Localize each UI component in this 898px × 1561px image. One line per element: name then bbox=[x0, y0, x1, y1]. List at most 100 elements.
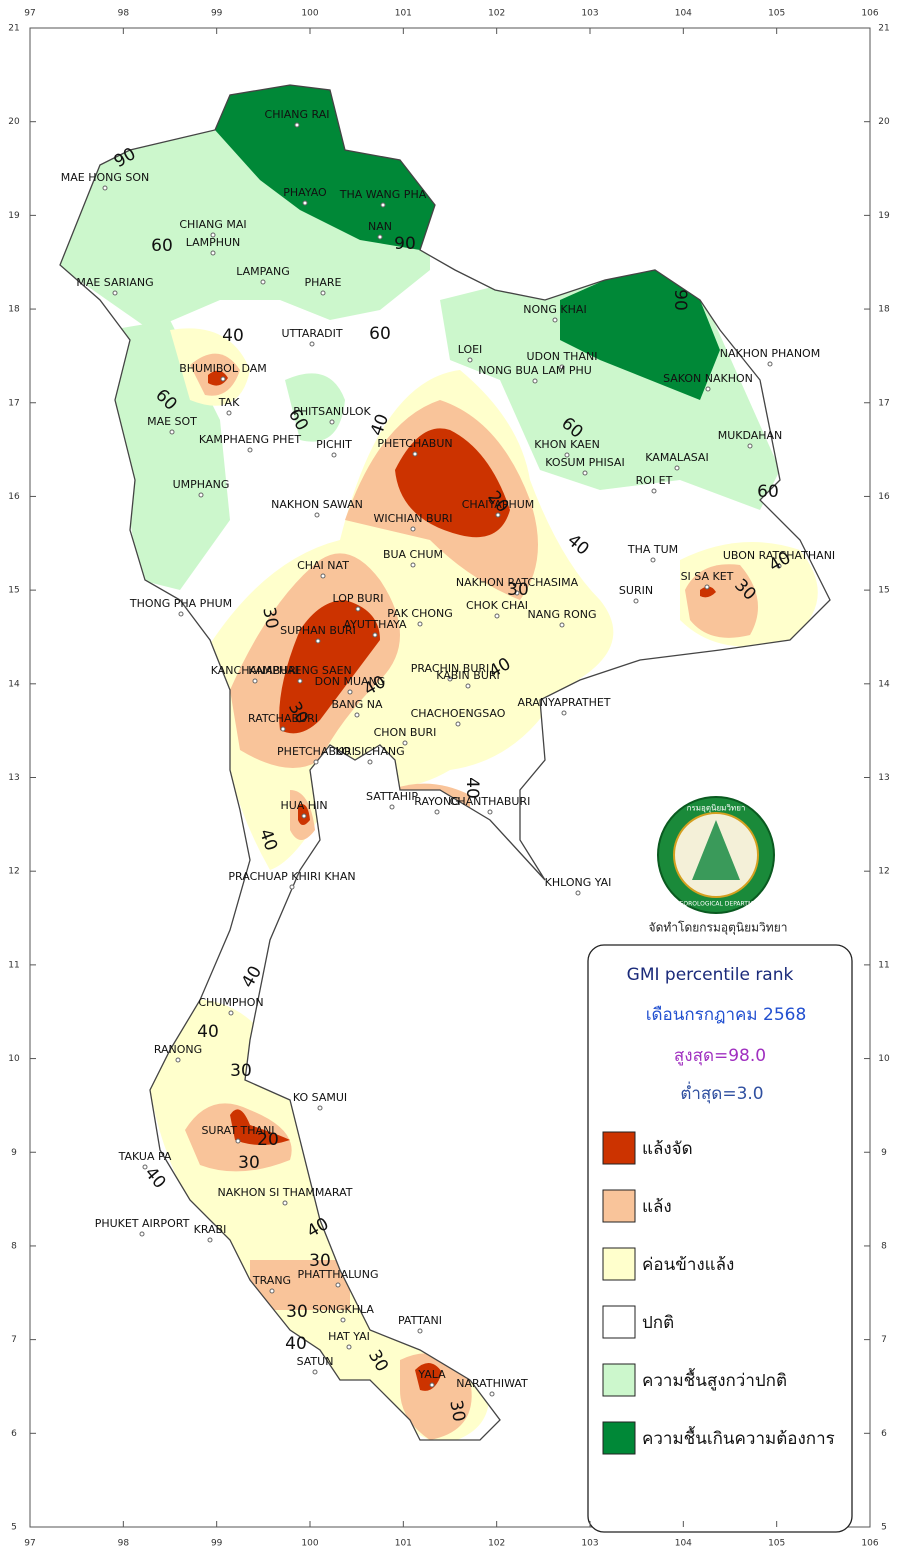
city-label: CHAI NAT bbox=[297, 559, 349, 572]
city-dot bbox=[297, 678, 303, 684]
y-tick-label: 10 bbox=[878, 1054, 890, 1064]
rank-area bbox=[279, 600, 380, 734]
city-label: PATTANI bbox=[398, 1314, 442, 1327]
legend-swatch bbox=[602, 1131, 636, 1165]
city-dot bbox=[269, 1288, 275, 1294]
y-tick-label: 5 bbox=[11, 1523, 17, 1533]
x-tick-label: 104 bbox=[675, 1539, 692, 1549]
city-dot bbox=[331, 452, 337, 458]
city-dot bbox=[582, 470, 588, 476]
contour-label: 60 bbox=[369, 324, 391, 344]
logo-top-text: กรมอุตุนิยมวิทยา bbox=[687, 804, 746, 813]
city-label: NAKHON SI THAMMARAT bbox=[218, 1186, 353, 1199]
y-tick-label: 17 bbox=[8, 398, 19, 408]
x-tick-label: 98 bbox=[118, 9, 130, 19]
city-label: HUA HIN bbox=[280, 799, 327, 812]
city-dot bbox=[417, 1328, 423, 1334]
city-dot bbox=[301, 813, 307, 819]
contour-label: 90 bbox=[670, 289, 690, 311]
city-dot bbox=[289, 884, 295, 890]
rank-area bbox=[560, 270, 720, 400]
city-dot bbox=[112, 290, 118, 296]
city-label: CHACHOENGSAO bbox=[411, 707, 506, 720]
legend-swatch bbox=[602, 1305, 636, 1339]
city-dot bbox=[102, 185, 108, 191]
legend-label: ความชื้นสูงกว่าปกติ bbox=[642, 1368, 787, 1391]
legend-label: ค่อนข้างแล้ง bbox=[642, 1255, 734, 1275]
y-tick-label: 19 bbox=[878, 211, 890, 221]
logo-figure bbox=[692, 820, 740, 880]
x-tick-label: 97 bbox=[24, 1539, 35, 1549]
city-dot bbox=[650, 557, 656, 563]
city-label: NAKHON PHANOM bbox=[720, 347, 820, 360]
y-tick-label: 15 bbox=[878, 586, 889, 596]
legend-min: ต่ำสุด=3.0 bbox=[680, 1081, 763, 1104]
city-dot bbox=[561, 710, 567, 716]
city-label: MAE HONG SON bbox=[61, 171, 150, 184]
city-label: NAKHON SAWAN bbox=[271, 498, 363, 511]
legend-period: เดือนกรกฎาคม 2568 bbox=[646, 1005, 807, 1025]
contour-label: 30 bbox=[507, 580, 529, 600]
city-dot bbox=[429, 1382, 435, 1388]
x-tick-label: 99 bbox=[211, 1539, 223, 1549]
city-label: KAMALASAI bbox=[645, 451, 708, 464]
city-label: LOP BURI bbox=[332, 592, 383, 605]
y-tick-label: 8 bbox=[11, 1241, 17, 1251]
x-tick-label: 105 bbox=[768, 9, 785, 19]
city-dot bbox=[294, 122, 300, 128]
city-dot bbox=[282, 1200, 288, 1206]
city-dot bbox=[313, 759, 319, 765]
city-dot bbox=[320, 573, 326, 579]
contour-label: 90 bbox=[394, 234, 416, 254]
city-label: CHANTHABURI bbox=[450, 795, 531, 808]
legend-box bbox=[587, 944, 853, 1533]
city-dot bbox=[377, 234, 383, 240]
city-dot bbox=[564, 452, 570, 458]
contour-label: 40 bbox=[285, 1334, 307, 1354]
contour-label: 30 bbox=[230, 1061, 252, 1081]
y-tick-label: 10 bbox=[8, 1054, 20, 1064]
city-label: CHIANG RAI bbox=[265, 108, 330, 121]
city-label: CHAIYAPHUM bbox=[462, 498, 535, 511]
legend-swatch bbox=[602, 1421, 636, 1455]
contour-label: 30 bbox=[445, 1399, 468, 1424]
y-tick-label: 7 bbox=[11, 1335, 17, 1345]
city-dot bbox=[674, 465, 680, 471]
city-label: AYUTTHAYA bbox=[343, 618, 406, 631]
city-label: NAKHON RATCHASIMA bbox=[456, 576, 579, 589]
y-tick-label: 11 bbox=[8, 960, 19, 970]
city-dot bbox=[767, 361, 773, 367]
city-dot bbox=[434, 809, 440, 815]
city-dot bbox=[260, 279, 266, 285]
city-label: KABIN BURI bbox=[436, 669, 500, 682]
city-dot bbox=[389, 804, 395, 810]
city-label: TAK bbox=[218, 396, 240, 409]
city-label: THA TUM bbox=[627, 543, 678, 556]
city-dot bbox=[346, 1344, 352, 1350]
credit: จัดทำโดยกรมอุตุนิยมวิทยา bbox=[649, 921, 788, 936]
city-dot bbox=[247, 447, 253, 453]
city-dot bbox=[210, 232, 216, 238]
rank-areas bbox=[60, 85, 818, 1440]
outline bbox=[59, 84, 831, 1441]
city-dot bbox=[776, 563, 782, 569]
city-dot bbox=[314, 512, 320, 518]
city-dot bbox=[455, 721, 461, 727]
city-label: UMPHANG bbox=[173, 478, 230, 491]
y-tick-label: 16 bbox=[878, 492, 890, 502]
city-label: ARANYAPRATHET bbox=[517, 696, 610, 709]
city-dot bbox=[495, 512, 501, 518]
legend-label: ปกติ bbox=[642, 1313, 674, 1333]
y-tick-label: 9 bbox=[11, 1148, 17, 1158]
city-label: PHETCHABURI bbox=[277, 745, 355, 758]
city-label: KOSUM PHISAI bbox=[545, 456, 624, 469]
city-label: MAE SOT bbox=[147, 415, 197, 428]
y-tick-label: 14 bbox=[878, 679, 890, 689]
city-label: TRANG bbox=[252, 1274, 291, 1287]
city-dot bbox=[320, 290, 326, 296]
city-label: LAMPANG bbox=[236, 265, 290, 278]
city-dot bbox=[559, 622, 565, 628]
city-dot bbox=[552, 317, 558, 323]
city-label: HAT YAI bbox=[328, 1330, 370, 1343]
city-label: UBON RATCHATHANI bbox=[723, 549, 835, 562]
